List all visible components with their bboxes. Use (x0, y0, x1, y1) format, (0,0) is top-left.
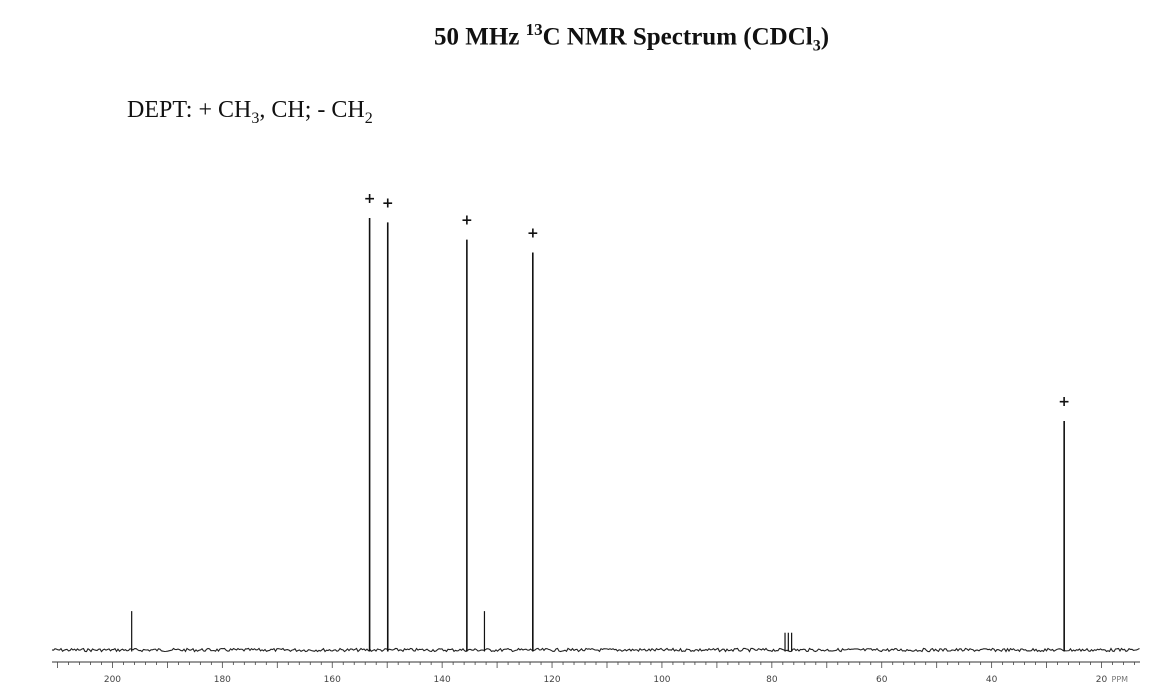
subtitle-part: DEPT: + CH (127, 97, 252, 123)
title-part: ) (820, 23, 830, 51)
x-unit-label: PPM (1112, 675, 1129, 684)
title-part: 50 MHz (433, 23, 526, 51)
dept-plus-marker: + (1058, 394, 1070, 410)
title-superscript: 13 (525, 20, 543, 39)
x-tick-label: 180 (214, 675, 231, 685)
x-tick-label: 160 (324, 675, 341, 685)
x-tick-label: 200 (104, 675, 121, 685)
x-tick-label: 80 (766, 675, 778, 685)
chart-title: 50 MHz 13C NMR Spectrum (CDCl3) (0, 20, 1173, 55)
dept-plus-marker: + (382, 195, 394, 211)
spectrum-baseline (51, 647, 1140, 653)
dept-plus-marker: + (364, 191, 376, 207)
title-part: C NMR Spectrum (CDCl (542, 23, 813, 51)
dept-markers-group: + + + + + (364, 191, 1070, 410)
x-tick-label: 20 (1096, 675, 1108, 685)
chart-subtitle: DEPT: + CH3, CH; - CH2 (127, 97, 373, 128)
subtitle-subscript: 3 (251, 109, 260, 127)
subtitle-subscript: 2 (364, 109, 373, 127)
x-tick-label: 140 (434, 675, 451, 685)
title-subscript: 3 (812, 37, 821, 55)
x-tick-label: 120 (543, 675, 560, 685)
x-tick-label: 60 (876, 675, 888, 685)
x-tick-label: 40 (986, 675, 998, 685)
x-tick-label: 100 (653, 675, 670, 685)
baseline-group (51, 647, 1140, 653)
dept-plus-marker: + (527, 226, 539, 242)
subtitle-part: , CH; - CH (259, 97, 365, 123)
dept-plus-marker: + (461, 213, 473, 229)
x-axis-group: 200 180 160 140 120 100 80 60 40 20 PPM (52, 661, 1140, 685)
peaks-group (131, 218, 1065, 652)
